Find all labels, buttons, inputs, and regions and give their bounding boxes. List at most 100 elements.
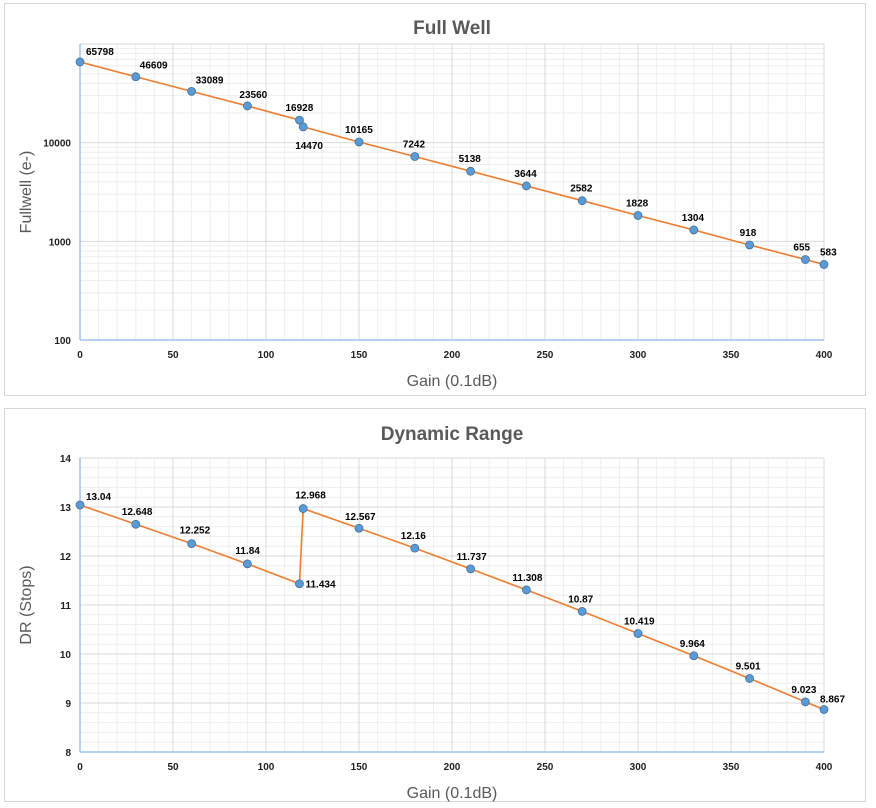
y-tick-label: 11	[60, 601, 71, 612]
data-label: 23560	[239, 90, 267, 101]
data-point	[298, 122, 308, 132]
data-point	[801, 697, 810, 707]
x-tick-label: 200	[444, 762, 461, 773]
data-point	[187, 539, 197, 549]
data-point	[131, 519, 141, 529]
data-point	[819, 705, 829, 714]
data-label: 918	[740, 228, 757, 239]
data-point	[819, 260, 829, 269]
x-tick-label: 100	[258, 350, 275, 361]
y-tick-label: 9	[65, 699, 71, 710]
x-tick-label: 300	[630, 350, 647, 361]
data-label: 1304	[682, 213, 705, 224]
data-point	[522, 181, 531, 191]
data-point	[689, 651, 699, 661]
x-tick-label: 350	[723, 762, 740, 773]
data-point	[745, 240, 754, 250]
data-point	[354, 523, 364, 533]
x-tick-label: 300	[630, 762, 647, 773]
data-point	[689, 225, 699, 235]
data-label: 11.434	[305, 580, 335, 591]
dynamic-range-chart: Dynamic Range 0 50 100 150 200 250 300 350 400 8 9 1…	[18, 424, 845, 802]
dynamic-range-chart-panel: Dynamic Range 0 50 100 150 200 250 300 350 400 8 9 1…	[4, 408, 866, 802]
data-point	[75, 500, 85, 510]
data-point	[633, 629, 643, 638]
y-tick-label: 100	[54, 336, 71, 347]
y-tick-label: 13	[60, 503, 72, 514]
y-tick-label: 14	[60, 454, 72, 465]
chart-title: Full Well	[413, 18, 491, 39]
data-label: 1828	[626, 198, 649, 209]
data-point	[577, 606, 587, 616]
data-label: 11.308	[512, 573, 542, 584]
x-tick-label: 250	[537, 350, 554, 361]
data-point	[75, 57, 85, 67]
x-tick-label: 0	[77, 762, 83, 773]
x-tick-label: 0	[77, 350, 83, 361]
data-point	[187, 86, 197, 96]
data-label: 8.867	[820, 695, 845, 706]
data-point	[466, 564, 476, 574]
x-axis-title: Gain (0.1dB)	[407, 373, 498, 390]
x-tick-label: 400	[816, 762, 833, 773]
x-tick-label: 150	[351, 762, 368, 773]
y-tick-label: 10000	[43, 139, 71, 150]
data-label: 10.419	[624, 616, 655, 627]
x-tick-label: 150	[351, 350, 368, 361]
data-label: 2582	[570, 184, 593, 195]
data-point	[242, 559, 252, 569]
data-label: 7242	[403, 139, 426, 150]
data-label: 33089	[196, 75, 224, 86]
y-axis-title: Fullwell (e-)	[18, 151, 35, 234]
data-point	[745, 674, 754, 683]
y-tick-label: 1000	[49, 237, 72, 248]
x-axis-title: Gain (0.1dB)	[407, 785, 498, 802]
x-tick-label: 50	[167, 762, 179, 773]
y-axis-title: DR (Stops)	[18, 565, 35, 644]
chart-title: Dynamic Range	[381, 424, 524, 445]
data-label: 13.04	[86, 492, 111, 503]
series-line	[79, 504, 825, 711]
data-point	[410, 152, 420, 161]
data-label: 3644	[514, 169, 537, 180]
data-label: 12.567	[345, 512, 376, 523]
data-label: 11.84	[235, 546, 260, 557]
data-label: 14470	[295, 141, 323, 152]
data-label: 655	[793, 242, 810, 253]
data-label: 10165	[345, 125, 373, 136]
data-point	[298, 504, 308, 513]
data-label: 9.023	[791, 685, 816, 696]
data-label: 11.737	[457, 552, 487, 563]
data-point	[295, 579, 304, 589]
data-point	[354, 137, 364, 147]
x-tick-label: 350	[723, 350, 740, 361]
x-tick-label: 50	[167, 350, 179, 361]
fullwell-chart: Full Well 0 50 100 150 200 250 300 350 400 100 1000…	[18, 18, 837, 390]
data-point	[577, 196, 587, 206]
data-label: 12.16	[401, 531, 426, 542]
data-label: 5138	[459, 154, 482, 165]
data-point	[295, 115, 304, 125]
series-line	[79, 61, 825, 266]
data-point	[131, 72, 141, 82]
data-point	[466, 166, 476, 176]
data-label: 9.964	[680, 639, 705, 650]
x-tick-label: 200	[444, 350, 461, 361]
fullwell-chart-panel: Full Well 0 50 100 150 200 250 300 350 400 100 1000…	[4, 3, 866, 396]
data-point	[410, 543, 420, 553]
data-point	[801, 255, 810, 264]
data-label: 583	[820, 247, 837, 258]
data-label: 16928	[285, 103, 313, 114]
x-tick-label: 100	[258, 762, 275, 773]
y-tick-label: 8	[65, 748, 71, 759]
data-point	[633, 211, 643, 220]
data-point	[242, 101, 252, 111]
x-tick-label: 250	[537, 762, 554, 773]
data-label: 9.501	[736, 661, 761, 672]
data-label: 65798	[86, 47, 114, 58]
data-label: 12.252	[180, 526, 211, 537]
data-label: 12.968	[295, 491, 326, 502]
y-tick-label: 10	[60, 650, 72, 661]
data-label: 46609	[140, 61, 168, 72]
data-label: 12.648	[122, 507, 153, 518]
